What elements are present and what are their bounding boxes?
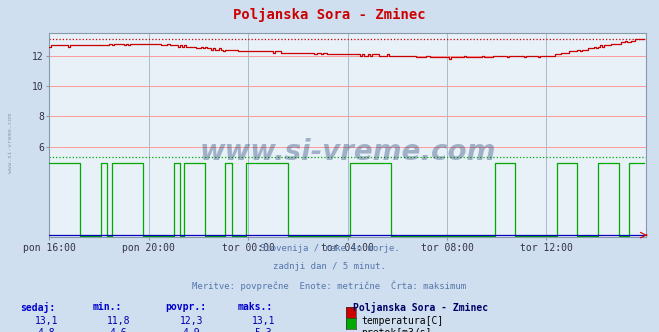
Text: 13,1: 13,1: [252, 316, 275, 326]
Text: 4,8: 4,8: [38, 328, 55, 332]
Text: zadnji dan / 5 minut.: zadnji dan / 5 minut.: [273, 262, 386, 271]
Text: maks.:: maks.:: [237, 302, 272, 312]
Text: Slovenija / reke in morje.: Slovenija / reke in morje.: [260, 244, 399, 253]
Text: pretok[m3/s]: pretok[m3/s]: [361, 328, 432, 332]
Text: sedaj:: sedaj:: [20, 302, 55, 313]
Text: Poljanska Sora - Zminec: Poljanska Sora - Zminec: [233, 8, 426, 23]
Text: min.:: min.:: [92, 302, 122, 312]
Text: 12,3: 12,3: [179, 316, 203, 326]
Text: 5,3: 5,3: [255, 328, 272, 332]
Text: temperatura[C]: temperatura[C]: [361, 316, 444, 326]
Text: Meritve: povprečne  Enote: metrične  Črta: maksimum: Meritve: povprečne Enote: metrične Črta:…: [192, 281, 467, 291]
Text: www.si-vreme.com: www.si-vreme.com: [200, 138, 496, 166]
Text: 13,1: 13,1: [34, 316, 58, 326]
Text: 11,8: 11,8: [107, 316, 130, 326]
Text: 4,9: 4,9: [183, 328, 200, 332]
Text: Poljanska Sora - Zminec: Poljanska Sora - Zminec: [353, 302, 488, 313]
Text: povpr.:: povpr.:: [165, 302, 206, 312]
Text: 4,6: 4,6: [110, 328, 127, 332]
Text: www.si-vreme.com: www.si-vreme.com: [8, 113, 13, 173]
